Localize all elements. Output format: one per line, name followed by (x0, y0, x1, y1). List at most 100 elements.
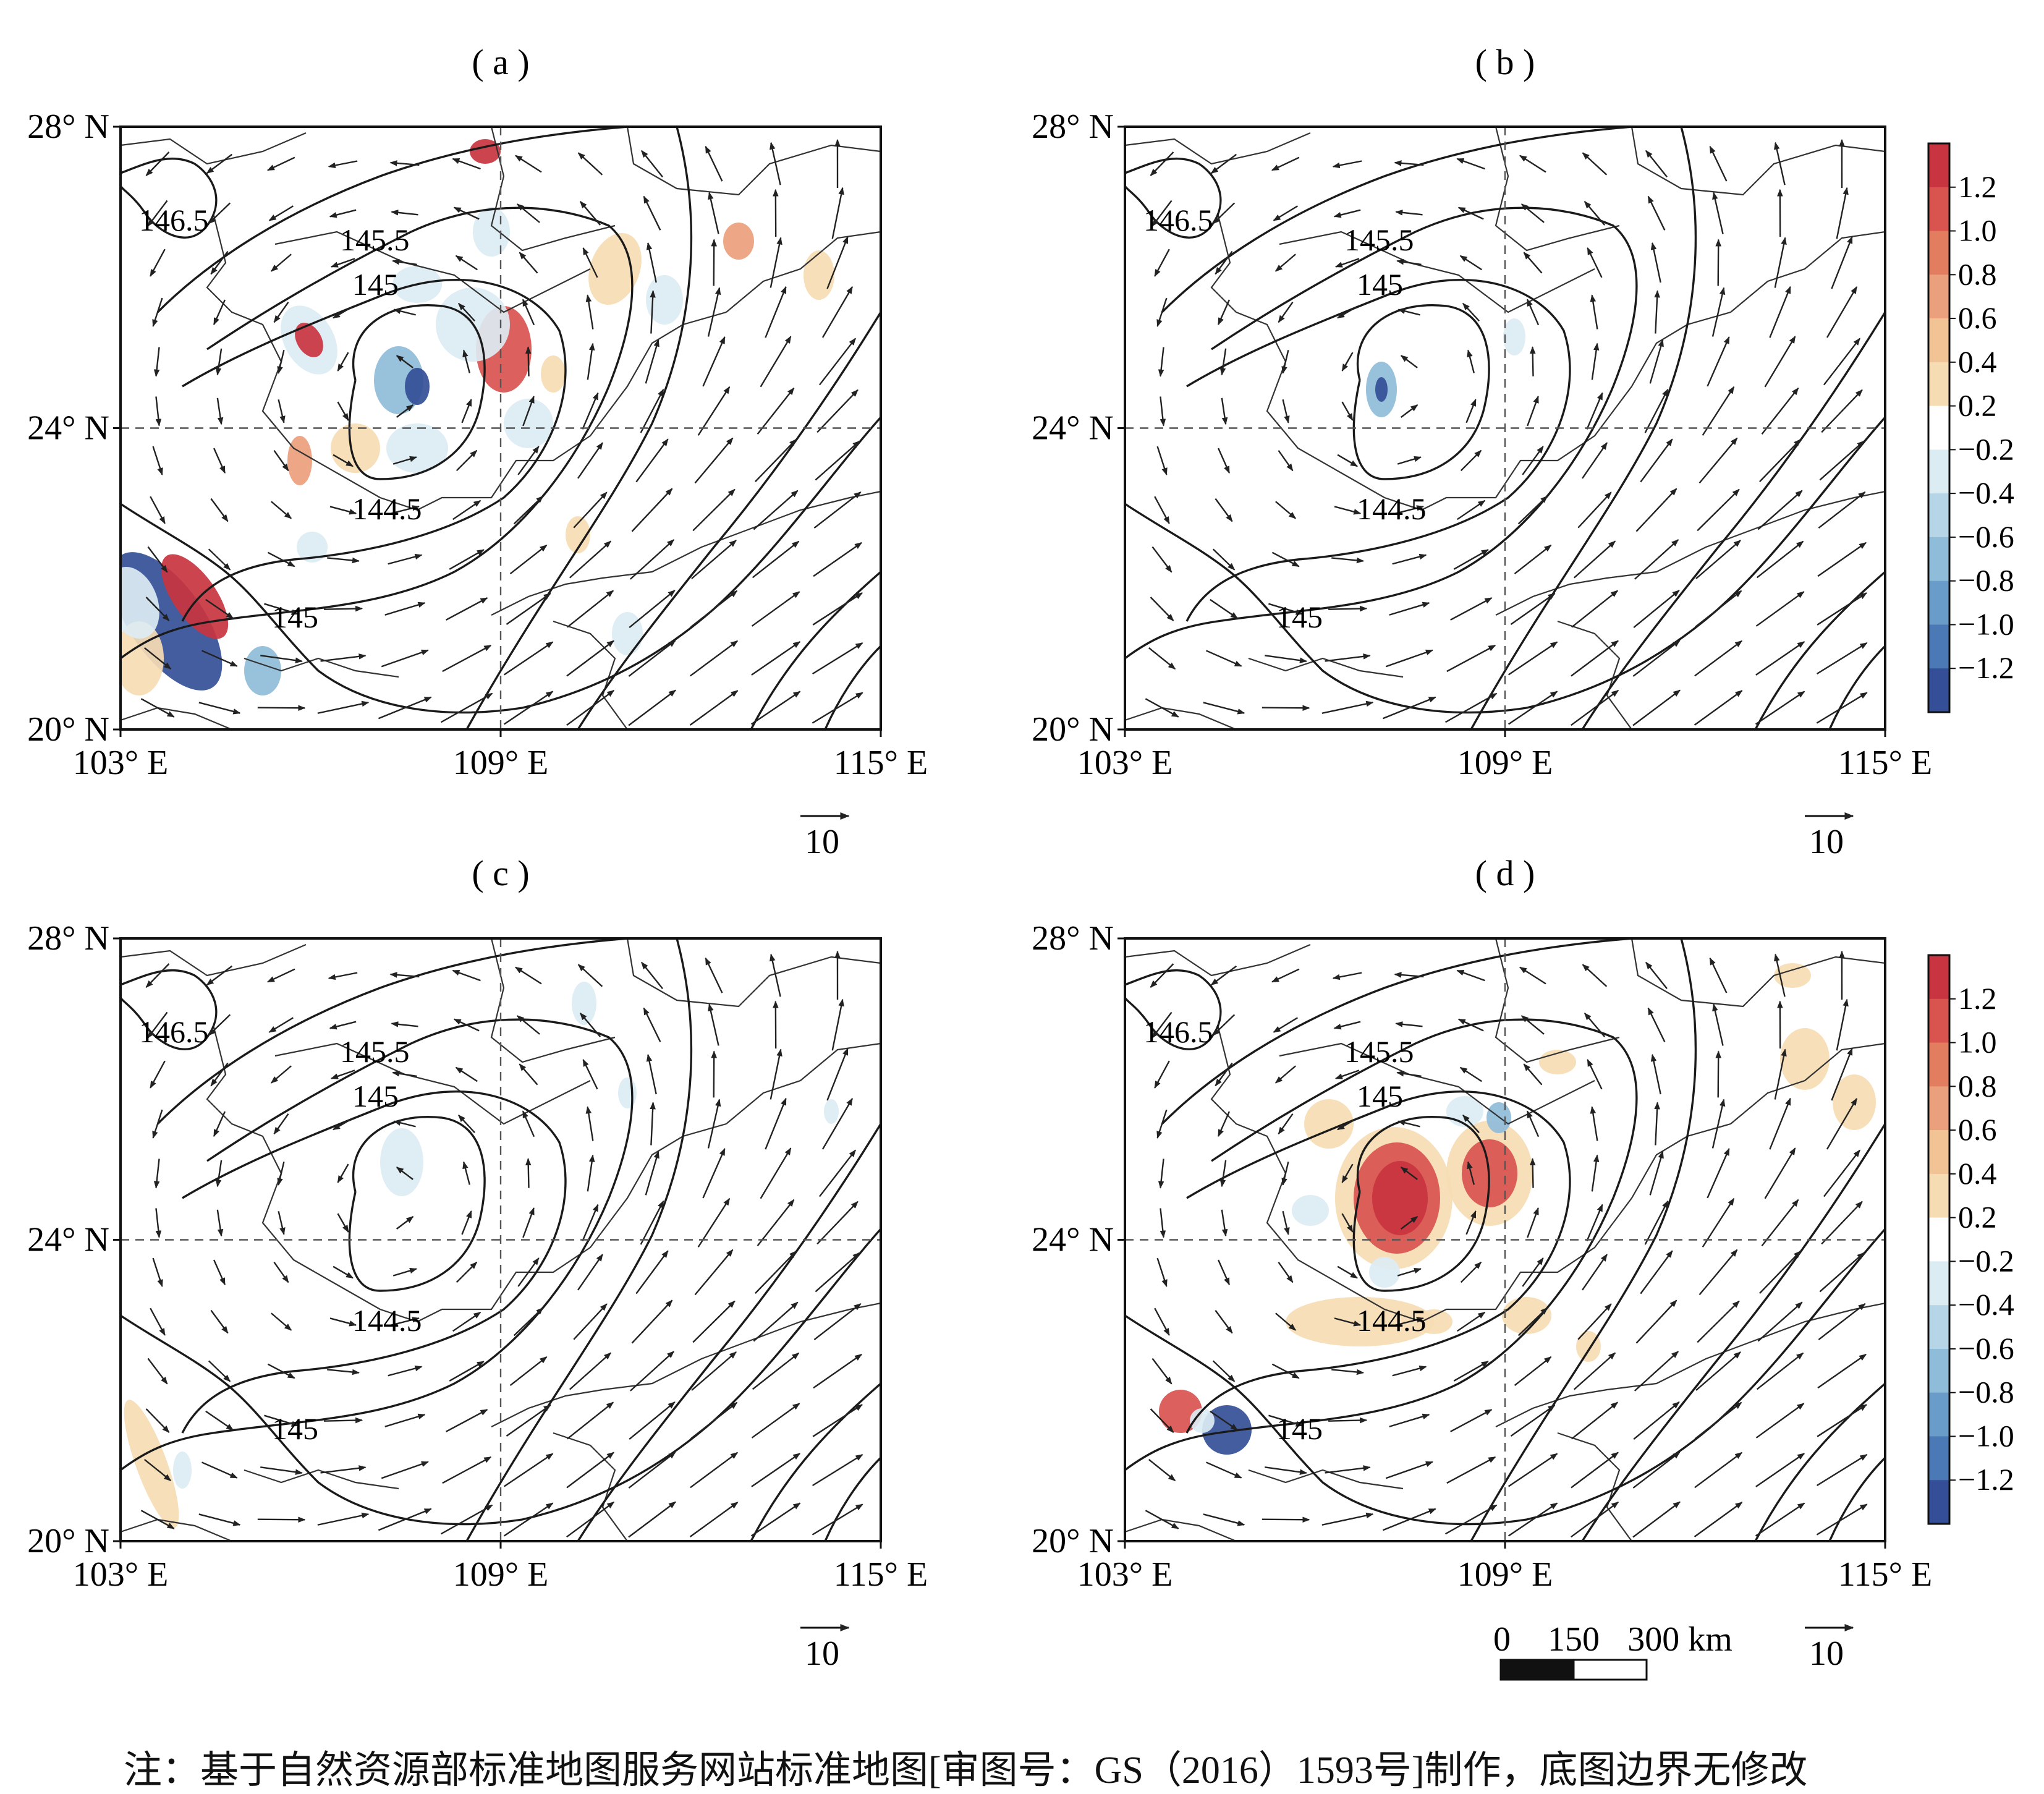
wind-vector (567, 691, 614, 725)
wind-vector (260, 1467, 302, 1473)
wind-vector (1283, 1162, 1289, 1184)
colorbar-segment (1928, 274, 1949, 318)
wind-vector (833, 188, 842, 239)
wind-vector (1160, 347, 1163, 376)
wind-vector (629, 1402, 675, 1439)
wind-vector (1215, 499, 1232, 522)
wind-vector (1817, 593, 1867, 625)
wind-vector (206, 1411, 233, 1430)
wind-vector (279, 1211, 284, 1234)
wind-vector (1775, 143, 1784, 185)
contour-label: 145 (1276, 600, 1323, 634)
wind-vector (1587, 1060, 1601, 1089)
wind-vector (1509, 1503, 1558, 1536)
wind-vector (1210, 600, 1237, 618)
wind-vector (1718, 1052, 1719, 1098)
wind-vector (817, 1202, 858, 1244)
wind-vector (1817, 1504, 1867, 1534)
wind-vector (338, 352, 349, 371)
geopotential-contour (825, 646, 881, 729)
wind-vector (1155, 249, 1169, 276)
wind-vector (629, 1502, 676, 1537)
wind-vector (462, 1211, 471, 1235)
wind-vector (338, 1164, 349, 1183)
wind-vector (1398, 1121, 1420, 1127)
wind-vector (755, 440, 796, 482)
wind-vector (211, 1311, 227, 1333)
wind-vector (207, 155, 232, 173)
shading-blob (1375, 377, 1388, 402)
boundary-line (1125, 1520, 1236, 1541)
wind-vector (1160, 396, 1163, 425)
wind-vector (644, 1008, 661, 1042)
wind-vector (321, 1468, 366, 1473)
wind-vector (457, 451, 477, 471)
wind-vector (1713, 1005, 1723, 1046)
wind-vector (761, 336, 791, 386)
wind-vector (1592, 1107, 1598, 1141)
wind-vector (1700, 438, 1737, 483)
wind-vector (1509, 1453, 1558, 1486)
wind-vector (1461, 256, 1482, 270)
wind-vector (274, 1262, 288, 1283)
wind-vector (1509, 642, 1558, 674)
colorbar-tick-label: 0.6 (1958, 1112, 1997, 1147)
wind-vector (1218, 1112, 1229, 1136)
wind-vector (813, 1354, 862, 1388)
wind-vector (695, 1250, 733, 1295)
wind-vector (1276, 254, 1296, 271)
wind-vector (385, 1414, 425, 1427)
figure-note: 注：基于自然资源部标准地图服务网站标准地图[审图号：GS（2016）1593号]… (124, 1738, 1808, 1794)
wind-vector (1222, 1210, 1226, 1236)
colorbar-tick-label: 1.0 (1958, 1025, 1997, 1060)
wind-vector (333, 1118, 353, 1130)
wind-vector (1397, 1269, 1421, 1275)
wind-vector (1511, 593, 1554, 624)
wind-vector (1457, 501, 1485, 519)
wind-vector (758, 388, 794, 435)
colorbar-tick-label: 0.2 (1958, 1200, 1997, 1235)
wind-vector (714, 240, 715, 286)
wind-vector (514, 1308, 543, 1336)
wind-vector (1713, 193, 1723, 234)
wind-vector (690, 691, 738, 725)
wind-vector (209, 203, 231, 223)
wind-vector (506, 593, 550, 624)
wind-vector (752, 592, 800, 626)
lat-tick-label: 24° N (1032, 1221, 1114, 1259)
wind-vector (333, 307, 353, 318)
wind-vector (1334, 210, 1360, 217)
wind-vector (1203, 702, 1244, 713)
wind-vector (1527, 299, 1538, 325)
contour-label: 145.5 (1344, 1034, 1414, 1069)
colorbar-tick-label: −1.2 (1958, 1462, 2014, 1497)
wind-vector (1655, 1102, 1657, 1145)
wind-vector (1211, 966, 1237, 985)
colorbar-segment (1928, 581, 1949, 625)
wind-vector (753, 491, 797, 530)
wind-vector (1519, 496, 1548, 524)
geopotential-contour (182, 1092, 566, 1433)
wind-vector (578, 443, 603, 478)
wind-vector (1648, 1008, 1665, 1042)
wind-vector (392, 261, 417, 265)
wind-vector (579, 153, 603, 174)
wind-vector (1383, 697, 1435, 718)
wind-vector (1401, 405, 1418, 417)
wind-vector (446, 1409, 488, 1432)
wind-vector (449, 550, 484, 569)
wind-vector (758, 1200, 794, 1246)
wind-vector (214, 448, 225, 473)
geopotential-contour (1830, 1458, 1885, 1541)
wind-vector (1265, 655, 1306, 661)
wind-vector (1158, 1258, 1167, 1286)
wind-vector (1645, 389, 1668, 433)
lon-tick-label: 115° E (1838, 744, 1933, 782)
wind-vector (753, 542, 799, 578)
wind-vector (1322, 702, 1373, 713)
shading-blob (804, 250, 834, 300)
wind-vector (693, 490, 735, 531)
wind-vector (1447, 1457, 1495, 1483)
